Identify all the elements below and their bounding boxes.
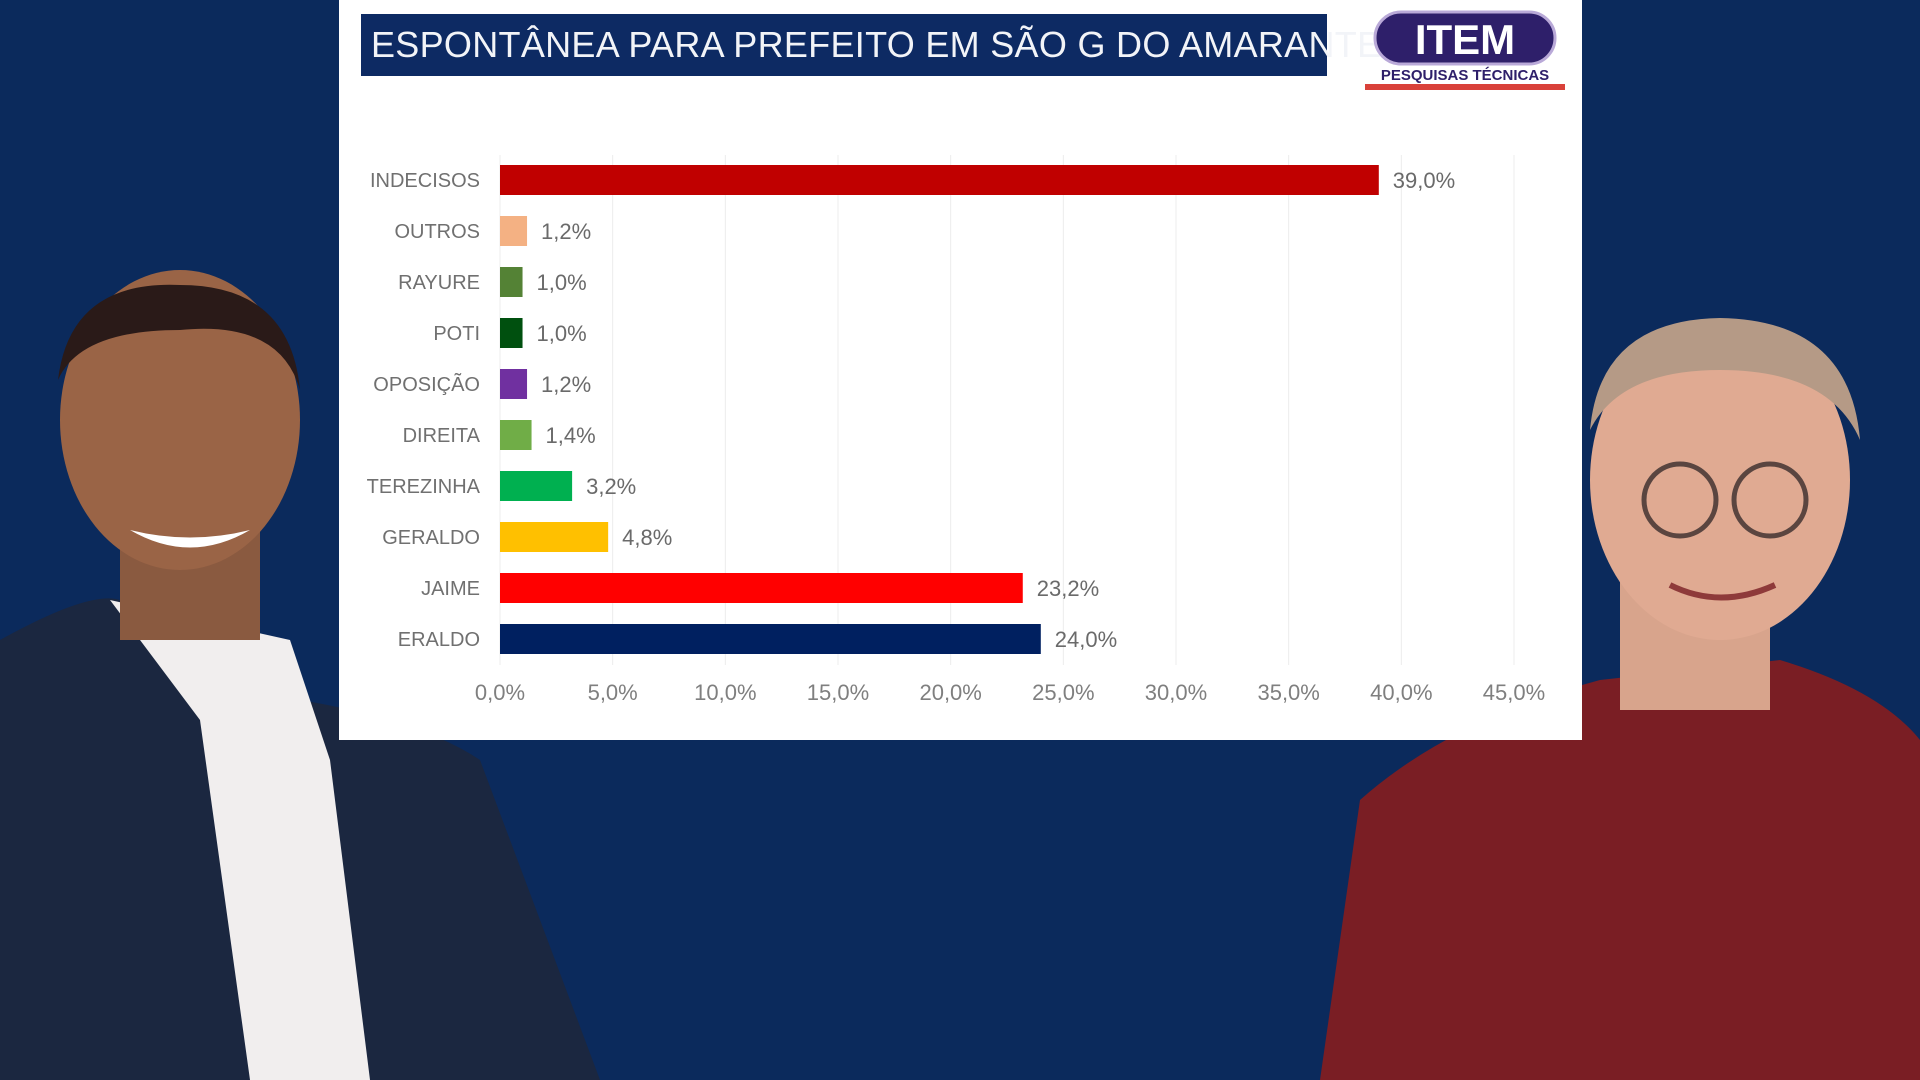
bar [500,165,1379,195]
category-label: OUTROS [394,221,480,243]
chart-title: ESPONTÂNEA PARA PREFEITO EM SÃO G DO AMA… [361,14,1381,76]
x-tick-label: 20,0% [919,680,981,705]
value-label: 3,2% [586,474,636,499]
bar [500,624,1041,654]
x-tick-label: 45,0% [1483,680,1545,705]
category-label: INDECISOS [370,170,480,192]
category-label: RAYURE [398,272,480,294]
category-label: TEREZINHA [367,476,481,498]
item-logo: ITEM PESQUISAS TÉCNICAS [1365,10,1565,90]
bar [500,522,609,552]
category-label: DIREITA [403,425,481,447]
x-tick-label: 15,0% [807,680,869,705]
value-label: 4,8% [622,525,672,550]
category-label: ERALDO [398,629,480,651]
bar [500,267,523,297]
bar [500,573,1023,603]
value-label: 1,2% [541,219,591,244]
logo-name: ITEM [1415,16,1515,63]
x-tick-label: 30,0% [1145,680,1207,705]
value-label: 1,0% [537,321,587,346]
chart-panel: ESPONTÂNEA PARA PREFEITO EM SÃO G DO AMA… [339,0,1582,740]
category-label: POTI [433,323,480,345]
value-label: 1,4% [546,423,596,448]
bar [500,216,528,246]
left-candidate-photo [0,270,600,1080]
bar [500,318,523,348]
value-label: 24,0% [1055,627,1117,652]
logo-tagline: PESQUISAS TÉCNICAS [1381,67,1549,84]
x-tick-label: 25,0% [1032,680,1094,705]
category-label: GERALDO [382,527,480,549]
value-label: 39,0% [1393,168,1455,193]
x-tick-label: 5,0% [588,680,638,705]
right-candidate-photo [1320,318,1920,1080]
value-label: 1,2% [541,372,591,397]
x-tick-label: 10,0% [694,680,756,705]
bar-chart: 0,0% 5,0% 10,0% 15,0% 20,0% 25,0% 30,0% 35,0% 40… [367,155,1545,705]
bar [500,369,528,399]
x-tick-label: 0,0% [475,680,525,705]
category-label: OPOSIÇÃO [373,372,480,396]
category-label: JAIME [421,578,480,600]
value-label: 23,2% [1037,576,1099,601]
value-label: 1,0% [537,270,587,295]
bar [500,471,573,501]
bar [500,420,532,450]
x-tick-label: 40,0% [1370,680,1432,705]
x-tick-label: 35,0% [1257,680,1319,705]
